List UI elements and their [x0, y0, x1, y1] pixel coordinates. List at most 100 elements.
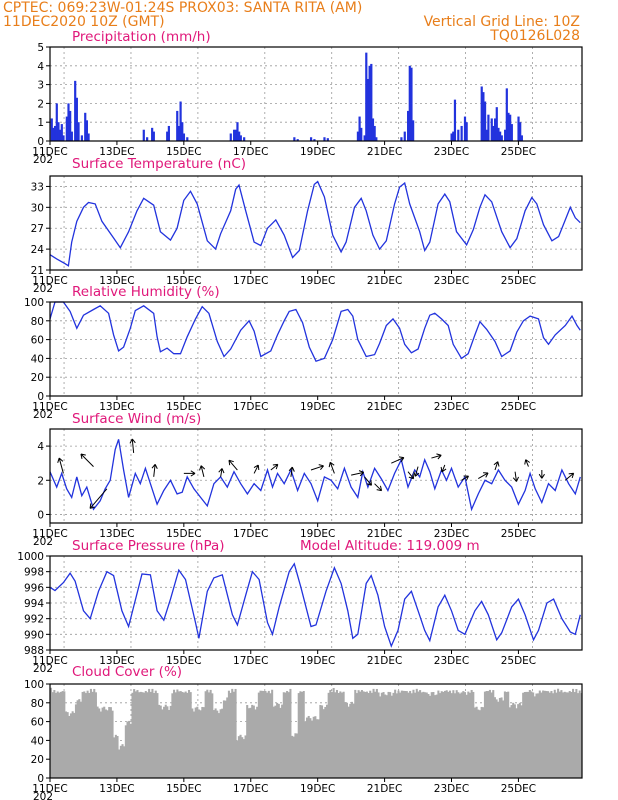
- cloud-column: [166, 706, 169, 778]
- precip-bar: [499, 131, 502, 141]
- wind-vector-arrow: [440, 464, 447, 473]
- cloud-column: [532, 692, 535, 778]
- cloud-column: [187, 689, 191, 778]
- cloud-column: [79, 701, 82, 778]
- precip-bar: [313, 139, 316, 141]
- cloud-column: [222, 700, 225, 778]
- cloud-column: [224, 700, 227, 778]
- cloud-column: [171, 693, 174, 778]
- cloud-column: [522, 692, 525, 778]
- cloud-column: [54, 692, 58, 778]
- precip-bar: [50, 118, 53, 141]
- cloud-column: [151, 688, 154, 778]
- cloud-column: [435, 694, 438, 778]
- precip-bar: [520, 135, 523, 141]
- panel-2: 0 20 40 60 80 100 Relative Humidity (%) 11DEC 13…: [24, 284, 583, 421]
- cloud-column: [540, 692, 543, 778]
- precip-bar: [457, 129, 460, 141]
- cloud-column: [410, 693, 413, 778]
- cloud-column: [449, 690, 452, 778]
- y-tick-label: 27: [31, 223, 44, 235]
- cloud-column: [414, 692, 417, 778]
- x-tick-label: 25DEC: [501, 783, 536, 795]
- x-tick-label: 23DEC: [434, 783, 469, 795]
- precip-bar: [67, 103, 70, 141]
- x-tick-label: 15DEC: [166, 528, 201, 540]
- cloud-column: [252, 705, 255, 778]
- cloud-column: [520, 705, 523, 778]
- plot-frame: [49, 428, 583, 524]
- cloud-column: [439, 693, 442, 778]
- x-year-stub: 202: [33, 663, 53, 675]
- precip-bar: [495, 107, 498, 141]
- x-tick-label: 13DEC: [99, 146, 134, 158]
- cloud-column: [497, 701, 500, 778]
- cloud-column: [360, 690, 363, 778]
- cloud-column: [269, 693, 272, 778]
- cloud-column: [304, 721, 307, 778]
- cloud-column: [337, 693, 340, 778]
- cloud-column: [555, 692, 558, 778]
- y-tick-label: 2: [37, 475, 44, 487]
- cloud-column: [429, 695, 432, 778]
- series-line: [49, 439, 581, 512]
- x-tick-label: 13DEC: [99, 401, 134, 413]
- cloud-column: [553, 689, 556, 778]
- cloud-column: [319, 704, 322, 778]
- cloud-column: [108, 706, 111, 778]
- wind-vector-arrow: [288, 466, 295, 477]
- cloud-column: [158, 704, 161, 778]
- cloud-column: [508, 707, 511, 778]
- cloud-column: [154, 690, 157, 778]
- cloud-column: [347, 706, 350, 778]
- cloud-column: [402, 690, 405, 778]
- cloud-column: [349, 703, 352, 778]
- cloud-column: [440, 691, 443, 778]
- cloud-column: [176, 689, 179, 778]
- cloud-column: [394, 689, 397, 778]
- cloud-column: [287, 692, 290, 778]
- cloud-column: [530, 691, 533, 778]
- wind-vector-arrow: [228, 459, 238, 471]
- cloud-column: [179, 691, 182, 778]
- cloud-column: [452, 690, 455, 778]
- x-tick-label: 19DEC: [300, 401, 335, 413]
- y-tick-label: 1: [37, 117, 44, 129]
- panel-4: 988 990 992 994 996 998 1000 Surface Pressure (…: [17, 538, 583, 675]
- y-tick-label: 998: [24, 567, 44, 579]
- cloud-column: [467, 691, 470, 778]
- cloud-column: [558, 691, 561, 778]
- cloud-column: [183, 692, 186, 778]
- y-tick-label: 3: [37, 80, 44, 92]
- panel-3: 0 2 4 Surface Wind (m/s) 11DEC 13DEC 15DEC 17DE…: [32, 411, 583, 548]
- cloud-column: [345, 702, 348, 778]
- cloud-column: [134, 691, 137, 778]
- cloud-column: [261, 690, 264, 778]
- precip-bar: [87, 133, 90, 141]
- cloud-column: [392, 692, 395, 778]
- cloud-column: [434, 695, 437, 778]
- x-year-stub: 202: [33, 283, 53, 295]
- cloud-column: [430, 692, 433, 778]
- cloud-column: [191, 708, 194, 778]
- cloud-column: [462, 691, 465, 778]
- cloud-column: [164, 704, 167, 778]
- cloud-column: [169, 705, 172, 778]
- cloud-column: [478, 710, 481, 778]
- cloud-column: [334, 692, 337, 778]
- cloud-column: [124, 725, 127, 778]
- wind-vector-arrow: [493, 461, 500, 471]
- cloud-column: [266, 692, 269, 778]
- plot-frame: [49, 683, 583, 779]
- cloud-column: [194, 707, 197, 778]
- cloud-column: [249, 707, 252, 778]
- cloud-column: [214, 708, 217, 778]
- cloud-column: [482, 707, 485, 778]
- precip-bar: [453, 99, 457, 141]
- cloud-column: [354, 689, 357, 778]
- x-tick-label: 19DEC: [300, 528, 335, 540]
- cloud-column: [442, 691, 445, 778]
- cloud-column: [204, 691, 207, 778]
- precip-bar: [233, 129, 236, 141]
